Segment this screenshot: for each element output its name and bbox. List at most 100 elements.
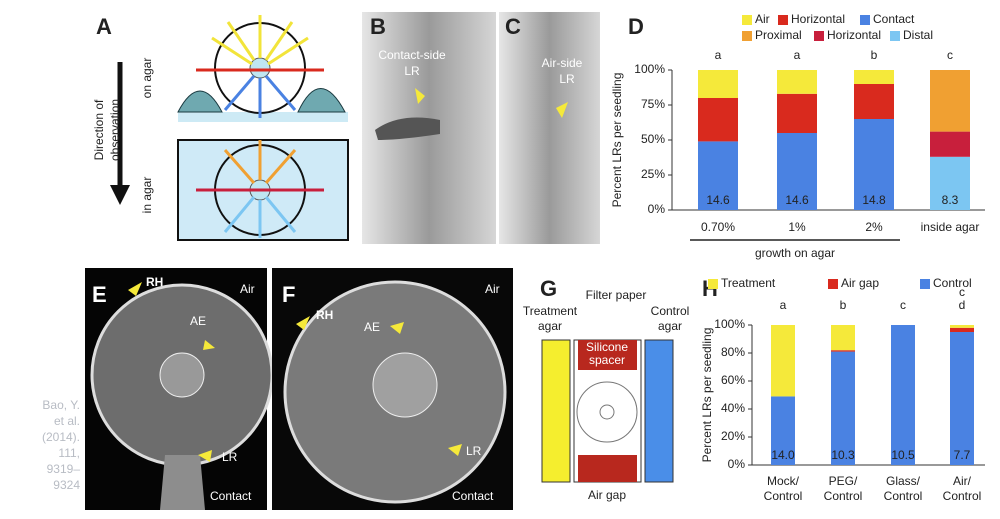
arrowhead [390,322,404,334]
annotation: LR [404,64,420,78]
direction-label: Direction of [92,99,106,160]
legend-swatch [742,15,752,25]
y-axis-label: Percent LRs per seedling [610,73,624,208]
arrowhead [198,450,212,462]
panel-a: A Direction of observation on agar in ag… [92,14,349,241]
legend-swatch [860,15,870,25]
significance-letter: c [959,285,965,299]
treatment-agar [541,339,571,483]
y-tick-label: 20% [721,429,745,443]
bar-segment [854,84,894,119]
annotation: Air [485,282,500,296]
n-label: 7.7 [954,448,971,462]
significance-letter: a [715,48,722,62]
bar-segment [930,70,970,132]
root-center [249,57,271,79]
significance-letter: a [780,298,787,312]
citation-line: et al. [54,414,80,428]
citation-line: 9324 [53,478,80,492]
arrowhead [448,444,462,456]
stele [599,404,615,420]
panel-label: E [92,282,107,307]
beads [177,88,346,113]
panel-label: A [96,14,112,39]
spacer [578,340,637,370]
n-label: 14.0 [771,448,795,462]
bar-segment [698,141,738,210]
micrograph-c [499,12,600,244]
x-tick-label: 2% [865,220,883,234]
n-label: 10.3 [831,448,855,462]
x-tick-label: PEG/ [829,474,858,488]
bar-segment [777,93,817,133]
arrowhead [110,185,130,205]
agar-surface [178,112,348,122]
control-agar [644,339,674,483]
bar-segment [930,131,970,157]
x-tick-label: Glass/ [886,474,921,488]
citation-line: (2014). [42,430,80,444]
y-tick-label: 100% [634,62,665,76]
y-tick-label: 75% [641,97,665,111]
citation-line: Bao, Y. [42,398,80,412]
air-arrows [211,15,309,66]
x-tick-label: 0.70% [701,220,735,234]
annotation: LR [466,444,482,458]
panel-label: D [628,14,644,39]
legend-label: Treatment [721,276,776,290]
bar-segment [854,70,894,84]
legend-swatch [828,279,838,289]
legend-label: Distal [903,28,933,42]
arrowhead [296,316,310,330]
x-tick-label: inside agar [921,220,980,234]
proximal-arrows [223,140,297,184]
bar-segment [891,325,915,465]
annotation: RH [146,275,163,289]
bar-segment [698,70,738,98]
x-tick-label: Control [884,489,923,503]
legend-swatch [814,31,824,41]
y-tick-label: 80% [721,345,745,359]
legend-swatch [920,279,930,289]
bar-segment [950,325,974,328]
annotation: Air-side [542,56,583,70]
bar-segment [854,119,894,210]
annotation: AE [190,314,206,328]
panel-label: F [282,282,295,307]
x-tick-label: Air/ [953,474,972,488]
spacer-label: Silicone [586,340,628,354]
significance-letter: c [947,48,953,62]
root [576,381,638,443]
arrowhead [128,282,142,296]
y-tick-label: 25% [641,167,665,181]
significance-letter: d [959,298,966,312]
annotation: Air [240,282,255,296]
annotation: AE [364,320,380,334]
n-label: 14.8 [862,193,886,207]
bar-segment [950,332,974,465]
citation-line: 111, [58,446,80,460]
y-tick-label: 40% [721,401,745,415]
stele [159,352,205,398]
on-agar-label: on agar [140,58,154,99]
y-tick-label: 0% [728,457,746,471]
arrowhead [556,102,568,118]
bar-segment [771,325,795,397]
control-label: agar [658,319,682,333]
legend-swatch [742,31,752,41]
citation: Bao, Y. et al. (2014). 111, 9319– 9324 [42,398,80,492]
bar-segment [831,351,855,465]
y-tick-label: 50% [641,132,665,146]
y-tick-label: 0% [648,202,666,216]
bar-segment [831,325,855,351]
bar-segment [771,396,795,465]
air-gap-label: Air gap [588,488,626,502]
bar-segment [930,156,970,210]
treatment-label: Treatment [523,304,578,318]
legend-label: Control [933,276,972,290]
legend-swatch [890,31,900,41]
group-label: growth on agar [755,246,835,260]
lateral-root [375,117,440,140]
spacer-label: spacer [589,353,625,367]
